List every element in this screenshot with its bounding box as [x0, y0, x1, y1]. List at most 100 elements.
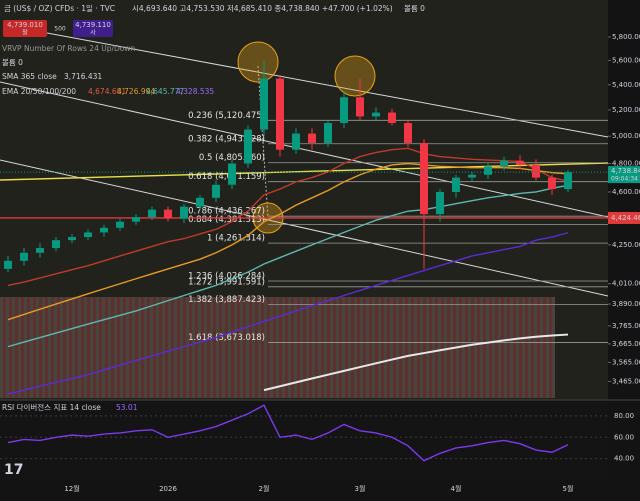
buy-label: 사: [90, 29, 96, 37]
candle-body: [436, 191, 444, 215]
ema-value: 4,726.994: [117, 87, 155, 96]
sell-label: 팔: [22, 30, 28, 37]
x-tick-label: 2월: [259, 484, 270, 493]
x-tick-label: 5월: [563, 484, 574, 493]
y-tick-label: 4,250.000: [612, 241, 640, 249]
sma-value: 3,716.431: [64, 72, 102, 81]
y-tick-label: 60.00: [614, 433, 634, 441]
y-tick-label: 3,465.000: [612, 377, 640, 385]
candle-body: [228, 163, 236, 185]
y-tick-label: 3,890.000: [612, 300, 640, 308]
x-tick-label: 2026: [159, 485, 177, 493]
rsi-line: [7, 404, 569, 462]
fib-anchor: [257, 65, 269, 219]
candle-body: [36, 248, 44, 253]
y-tick-label: 5,000.000: [612, 132, 640, 140]
indicator-line: [7, 147, 569, 287]
indicator-line: [263, 333, 569, 392]
ema-value: 4,674.681: [88, 87, 126, 96]
y-tick-label: 5,600.000: [612, 56, 640, 64]
trend-line: [0, 159, 609, 297]
candle-body: [388, 112, 396, 123]
y-tick-label: 40.00: [614, 455, 634, 463]
y-tick-label: 4,800.000: [612, 160, 640, 168]
x-tick-label: 12월: [64, 484, 79, 493]
rsi-pane: [0, 400, 608, 480]
price-axis: [608, 0, 640, 501]
trend-line: [0, 81, 609, 218]
price-tag-time: 09:04:34: [611, 176, 638, 183]
volume: 볼륨 0: [404, 4, 425, 13]
candle-body: [4, 260, 12, 269]
price-tag-label: 4,424.46: [611, 214, 640, 222]
rsi-value: 53.01: [116, 403, 138, 412]
candle-body: [116, 221, 124, 228]
fib-label: 1 (4,261.314): [207, 234, 265, 244]
fib-label: 1.382 (3,887.423): [188, 295, 265, 305]
candle-body: [212, 184, 220, 198]
x-tick-label: 4월: [451, 484, 462, 493]
fib-label: 0.236 (5,120.475): [188, 111, 265, 121]
candle-body: [20, 252, 28, 261]
trend-line: [19, 27, 609, 138]
indicator-line: [7, 231, 569, 395]
ema-value: 4,328.535: [176, 87, 214, 96]
fib-label: 0.786 (4,436.267): [188, 207, 265, 217]
symbol: 금 (US$ / OZ) CFDs · 1일 · TVC: [4, 4, 115, 13]
candle-body: [548, 177, 556, 190]
sell-price: 4,739.010: [7, 21, 43, 29]
candle-body: [308, 133, 316, 143]
candle-body: [100, 227, 108, 233]
candle-body: [68, 237, 76, 241]
candle-body: [356, 97, 364, 117]
price-tag: [608, 166, 640, 184]
y-tick-label: 80.00: [614, 412, 634, 420]
candle-body: [180, 206, 188, 219]
fib-label: 1.618 (3,673.018): [188, 333, 265, 343]
y-tick-label: 3,565.000: [612, 358, 640, 366]
candle-body: [564, 172, 572, 190]
price-tag: [608, 211, 640, 224]
ema-value: 4,645.777: [146, 87, 184, 96]
vrvp-label: VRVP Number Of Rows 24 Up/Down: [2, 44, 135, 53]
candle-body: [244, 129, 252, 164]
candle-body: [276, 78, 284, 150]
candle-body: [500, 160, 508, 167]
sell-button[interactable]: [3, 20, 47, 37]
spread: 500: [54, 26, 66, 33]
vrvp-volume: 볼륨 0: [2, 58, 23, 67]
buy-button[interactable]: [73, 20, 113, 37]
y-tick-label: 4,600.000: [612, 188, 640, 196]
sma-label: SMA 365 close: [2, 72, 57, 81]
highlight-circle: [334, 55, 376, 97]
y-tick-label: 5,800.000: [612, 33, 640, 41]
candle-body: [532, 164, 540, 178]
candle-body: [52, 240, 60, 249]
plot: 0.236 (5,120.475) 0.382 (4,943.828) 0.5 (4…: [0, 36, 611, 462]
ema-label: EMA 20/50/100/200: [2, 87, 76, 96]
indicator-line: [7, 162, 569, 321]
y-tick-label: 3,765.000: [612, 322, 640, 330]
fib-label: 0.618 (4,671.159): [188, 172, 265, 182]
rsi-label: RSI 다이버전스 지표 14 close: [2, 402, 101, 412]
candle-body: [148, 209, 156, 218]
x-tick-label: 3월: [355, 484, 366, 493]
candle-body: [420, 142, 428, 215]
fib-label: 0.884 (4,381.313): [188, 215, 265, 225]
candle-body: [132, 217, 140, 222]
price-tag-label: 4,738.84: [611, 167, 640, 175]
candle-body: [196, 197, 204, 207]
indicator-line: [7, 184, 569, 348]
candle-body: [260, 78, 268, 130]
candle-body: [164, 209, 172, 219]
candle-body: [468, 174, 476, 178]
y-tick-label: 4,010.000: [612, 280, 640, 288]
time-axis: [0, 480, 608, 501]
candle-body: [372, 112, 380, 117]
candle-body: [324, 122, 332, 143]
fib-label: 1.272 (3,991.591): [188, 277, 265, 287]
candle-body: [84, 232, 92, 238]
y-tick-label: 5,200.000: [612, 106, 640, 114]
candle-body: [404, 122, 412, 143]
